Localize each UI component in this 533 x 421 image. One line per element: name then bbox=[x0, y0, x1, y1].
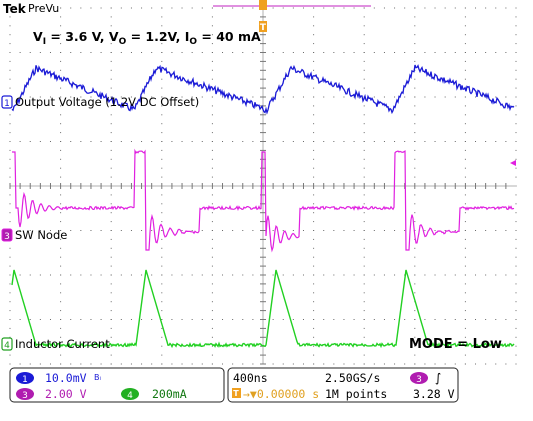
channel-1-marker[interactable]: 1 bbox=[1, 95, 13, 109]
waveform-output-voltage bbox=[11, 64, 515, 115]
acquisition-mode: PreVu bbox=[28, 2, 59, 15]
brand-logo: Tek bbox=[3, 2, 27, 16]
ch3-scale: 2.00 V bbox=[45, 387, 87, 401]
ch1-scale: 10.0mV bbox=[45, 371, 87, 385]
timebase: 400ns bbox=[233, 371, 268, 385]
svg-text:1: 1 bbox=[22, 375, 28, 385]
svg-text:3: 3 bbox=[416, 375, 422, 385]
ch4-scale: 200mA bbox=[152, 387, 187, 401]
bandwidth-limit-icon: Bₗ bbox=[94, 373, 101, 382]
trigger-t-marker-box[interactable] bbox=[259, 21, 267, 32]
graticule bbox=[9, 7, 517, 365]
waveform-sw-node bbox=[12, 148, 515, 253]
waveform-inductor-current bbox=[11, 269, 515, 349]
channel-3-marker[interactable]: 3 bbox=[1, 228, 13, 242]
trigger-level-arrow-icon[interactable] bbox=[510, 160, 516, 166]
horizontal-position: →▼0.00000 s bbox=[243, 387, 319, 401]
channel-4-label: Inductor Current bbox=[15, 337, 110, 351]
trigger-position-icon bbox=[232, 388, 241, 398]
channel-1-label: Output Voltage (1.2V DC Offset) bbox=[15, 95, 199, 109]
svg-text:3: 3 bbox=[4, 232, 10, 242]
vertical-settings-panel[interactable] bbox=[9, 367, 225, 403]
mode-annotation: MODE = Low bbox=[409, 337, 502, 352]
ch3-status[interactable]: 3 2.00 V bbox=[16, 387, 87, 401]
svg-text:3: 3 bbox=[22, 391, 28, 401]
ch4-status[interactable]: 4 200mA bbox=[121, 387, 187, 401]
svg-text:4: 4 bbox=[4, 341, 10, 351]
svg-text:1: 1 bbox=[4, 99, 10, 109]
trigger-t-label: T bbox=[260, 23, 267, 33]
sample-rate: 2.50GS/s bbox=[325, 371, 380, 385]
channel-3-label: SW Node bbox=[15, 228, 67, 242]
test-conditions: VI = 3.6 V, VO = 1.2V, IO = 40 mA bbox=[33, 29, 261, 47]
trigger-source[interactable]: 3 bbox=[410, 372, 428, 385]
record-length: 1M points bbox=[325, 387, 387, 401]
svg-text:T: T bbox=[233, 389, 239, 398]
channel-4-marker[interactable]: 4 bbox=[1, 337, 13, 351]
trigger-position-marker[interactable] bbox=[259, 0, 267, 10]
rising-edge-icon: ∫ bbox=[435, 371, 441, 385]
trigger-level: 3.28 V bbox=[413, 387, 455, 401]
svg-text:4: 4 bbox=[127, 391, 133, 401]
ch1-status[interactable]: 1 10.0mV Bₗ bbox=[16, 371, 101, 385]
horizontal-settings-panel[interactable] bbox=[227, 367, 459, 403]
